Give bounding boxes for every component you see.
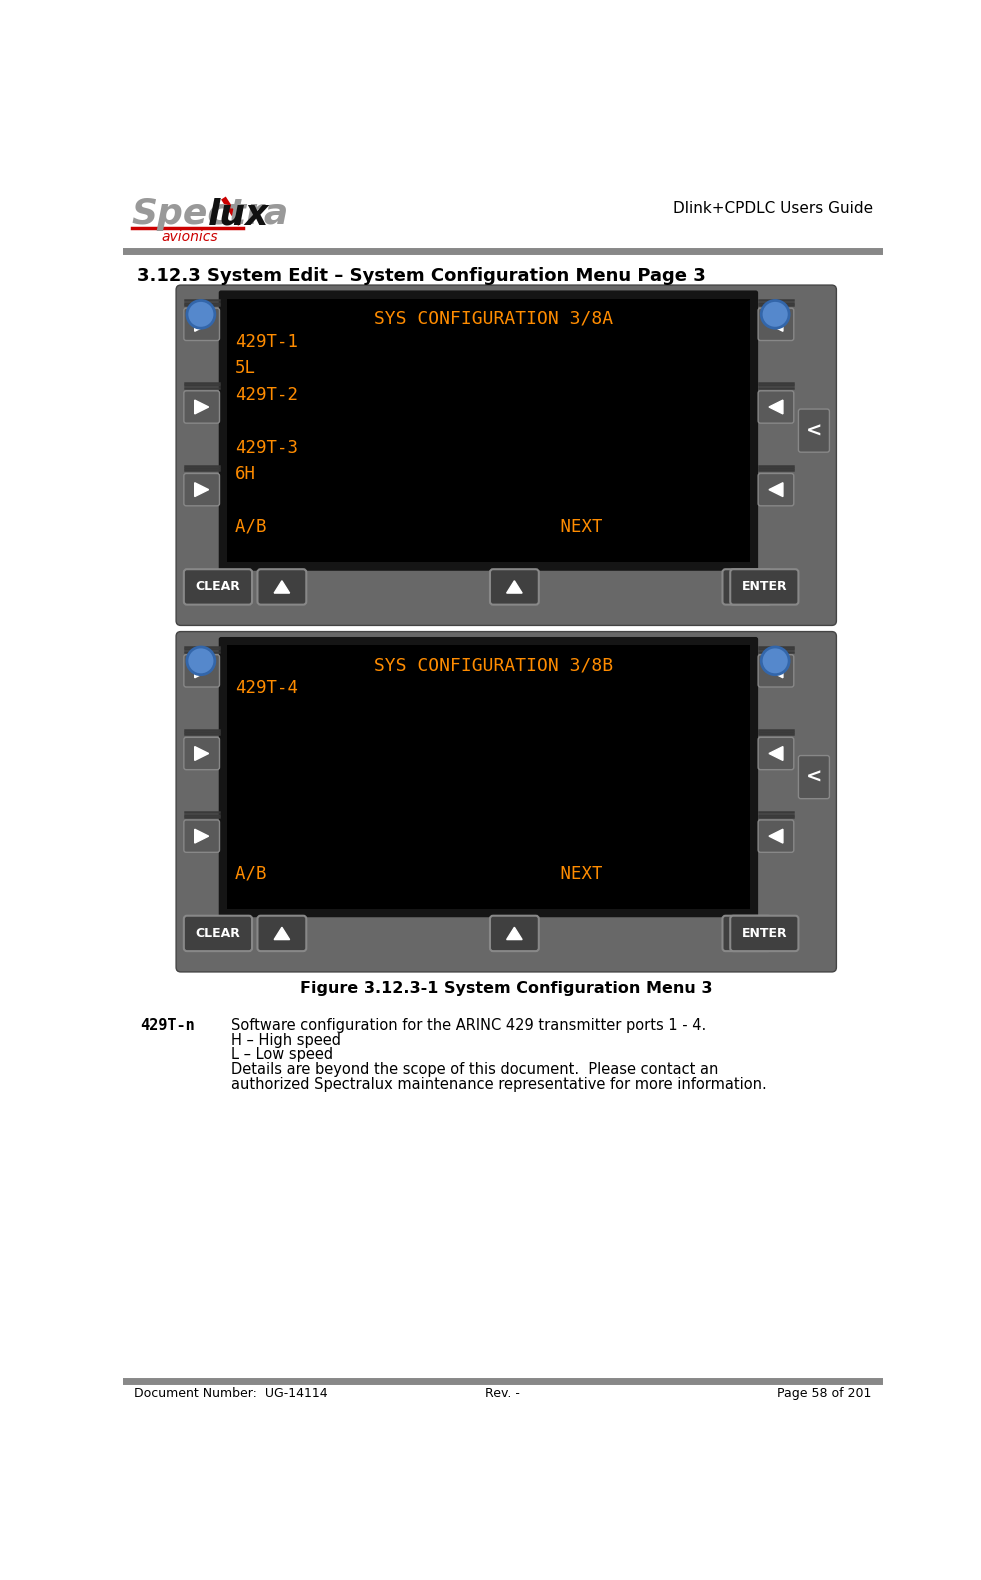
Polygon shape	[506, 927, 522, 940]
FancyBboxPatch shape	[219, 637, 758, 918]
Bar	[228, 299, 749, 562]
Polygon shape	[274, 581, 289, 592]
Text: CLEAR: CLEAR	[195, 580, 240, 594]
Text: Details are beyond the scope of this document.  Please contact an: Details are beyond the scope of this doc…	[232, 1062, 718, 1078]
FancyBboxPatch shape	[183, 308, 220, 341]
Polygon shape	[739, 927, 754, 940]
FancyBboxPatch shape	[490, 569, 539, 605]
Text: Figure 3.12.3-1 System Configuration Menu 3: Figure 3.12.3-1 System Configuration Men…	[300, 981, 712, 995]
Text: Document Number:  UG-14114: Document Number: UG-14114	[134, 1387, 328, 1400]
Text: <: <	[805, 422, 822, 441]
FancyBboxPatch shape	[799, 409, 829, 452]
Text: Dlink+CPDLC Users Guide: Dlink+CPDLC Users Guide	[673, 201, 873, 216]
Polygon shape	[769, 830, 783, 844]
Polygon shape	[194, 483, 209, 496]
Text: Rev. -: Rev. -	[485, 1387, 520, 1400]
Text: Software configuration for the ARINC 429 transmitter ports 1 - 4.: Software configuration for the ARINC 429…	[232, 1018, 706, 1033]
Polygon shape	[739, 581, 754, 592]
Text: SYS CONFIGURATION 3/8A: SYS CONFIGURATION 3/8A	[363, 310, 613, 327]
Polygon shape	[194, 664, 209, 678]
FancyBboxPatch shape	[257, 916, 306, 951]
Polygon shape	[194, 318, 209, 332]
Polygon shape	[274, 927, 289, 940]
Text: SYS CONFIGURATION 3/8B: SYS CONFIGURATION 3/8B	[363, 656, 613, 675]
Circle shape	[761, 646, 789, 675]
Text: lux: lux	[208, 198, 269, 231]
Text: 429T-1: 429T-1	[235, 333, 298, 351]
FancyBboxPatch shape	[730, 916, 799, 951]
Text: 429T-2: 429T-2	[235, 386, 298, 404]
Text: authorized Spectralux maintenance representative for more information.: authorized Spectralux maintenance repres…	[232, 1076, 767, 1092]
Text: 429T-4: 429T-4	[235, 679, 298, 697]
Bar	[228, 646, 749, 908]
Polygon shape	[194, 747, 209, 760]
Polygon shape	[769, 664, 783, 678]
Text: Page 58 of 201: Page 58 of 201	[777, 1387, 871, 1400]
Text: 429T-n: 429T-n	[140, 1018, 195, 1033]
Polygon shape	[769, 747, 783, 760]
Text: avionics: avionics	[162, 229, 218, 243]
Text: A/B                            NEXT: A/B NEXT	[235, 518, 602, 536]
FancyBboxPatch shape	[758, 654, 794, 687]
Text: 6H: 6H	[235, 465, 256, 483]
Circle shape	[187, 300, 215, 329]
FancyBboxPatch shape	[758, 308, 794, 341]
FancyBboxPatch shape	[177, 284, 837, 626]
FancyBboxPatch shape	[758, 820, 794, 852]
FancyBboxPatch shape	[183, 916, 252, 951]
FancyBboxPatch shape	[183, 569, 252, 605]
Polygon shape	[769, 318, 783, 332]
Text: CLEAR: CLEAR	[195, 927, 240, 940]
Polygon shape	[194, 830, 209, 844]
Text: ENTER: ENTER	[742, 580, 787, 594]
Circle shape	[761, 300, 789, 329]
Polygon shape	[194, 400, 209, 414]
FancyBboxPatch shape	[730, 569, 799, 605]
Text: 5L: 5L	[235, 359, 256, 378]
Text: <: <	[805, 768, 822, 787]
Text: H – High speed: H – High speed	[232, 1033, 341, 1048]
FancyBboxPatch shape	[219, 291, 758, 570]
FancyBboxPatch shape	[799, 755, 829, 798]
Text: A/B                            NEXT: A/B NEXT	[235, 864, 602, 883]
FancyBboxPatch shape	[177, 632, 837, 972]
Text: 429T-3: 429T-3	[235, 439, 298, 457]
Text: Spectra: Spectra	[131, 198, 289, 231]
Text: ENTER: ENTER	[742, 927, 787, 940]
FancyBboxPatch shape	[183, 474, 220, 506]
FancyBboxPatch shape	[183, 738, 220, 769]
Text: 3.12.3 System Edit – System Configuration Menu Page 3: 3.12.3 System Edit – System Configuratio…	[136, 267, 705, 284]
FancyBboxPatch shape	[722, 569, 771, 605]
FancyBboxPatch shape	[758, 474, 794, 506]
Circle shape	[187, 646, 215, 675]
FancyBboxPatch shape	[722, 916, 771, 951]
FancyBboxPatch shape	[183, 654, 220, 687]
FancyBboxPatch shape	[758, 738, 794, 769]
FancyBboxPatch shape	[490, 916, 539, 951]
Polygon shape	[769, 400, 783, 414]
Text: L – Low speed: L – Low speed	[232, 1048, 334, 1062]
Polygon shape	[506, 581, 522, 592]
FancyBboxPatch shape	[257, 569, 306, 605]
FancyBboxPatch shape	[183, 390, 220, 423]
Polygon shape	[769, 483, 783, 496]
FancyBboxPatch shape	[758, 390, 794, 423]
FancyBboxPatch shape	[183, 820, 220, 852]
